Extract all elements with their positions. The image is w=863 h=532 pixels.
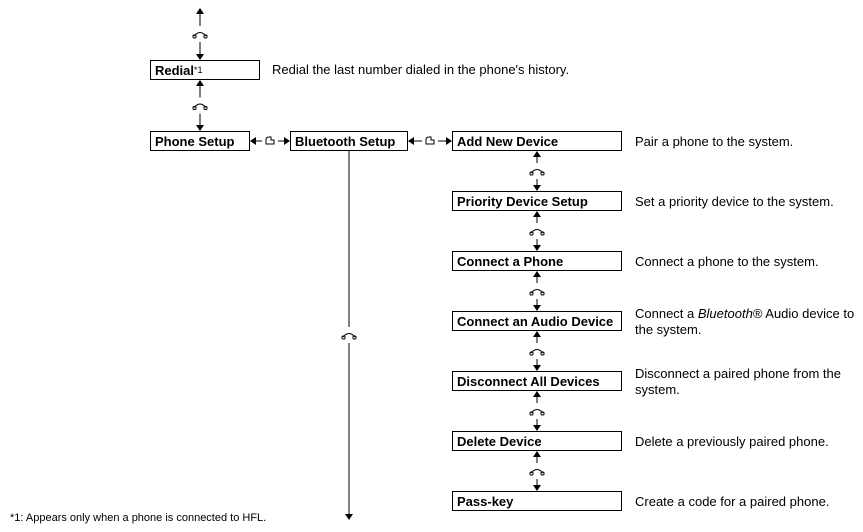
node-delete-label: Delete Device	[457, 434, 542, 449]
node-priority-label: Priority Device Setup	[457, 194, 588, 209]
node-bluetooth-setup-label: Bluetooth Setup	[295, 134, 395, 149]
node-connect-phone-label: Connect a Phone	[457, 254, 563, 269]
node-add-new-device: Add New Device	[452, 131, 622, 151]
node-passkey-label: Pass-key	[457, 494, 513, 509]
desc-add-new: Pair a phone to the system.	[635, 134, 793, 150]
footnote: *1: Appears only when a phone is connect…	[10, 512, 266, 524]
desc-priority: Set a priority device to the system.	[635, 194, 834, 210]
desc-redial: Redial the last number dialed in the pho…	[272, 62, 569, 78]
desc-delete: Delete a previously paired phone.	[635, 434, 829, 450]
node-redial-sup: *1	[194, 65, 203, 75]
node-redial: Redial*1	[150, 60, 260, 80]
node-disconnect-all: Disconnect All Devices	[452, 371, 622, 391]
node-connect-phone: Connect a Phone	[452, 251, 622, 271]
node-phone-setup-label: Phone Setup	[155, 134, 234, 149]
node-phone-setup: Phone Setup	[150, 131, 250, 151]
desc-disconnect: Disconnect a paired phone from the syste…	[635, 366, 855, 399]
node-bluetooth-setup: Bluetooth Setup	[290, 131, 408, 151]
node-priority-device-setup: Priority Device Setup	[452, 191, 622, 211]
desc-connect-audio: Connect a Bluetooth® Audio device to the…	[635, 306, 855, 339]
desc-passkey: Create a code for a paired phone.	[635, 494, 829, 510]
node-disconnect-label: Disconnect All Devices	[457, 374, 600, 389]
node-connect-audio-label: Connect an Audio Device	[457, 314, 613, 329]
node-redial-label: Redial	[155, 63, 194, 78]
node-delete-device: Delete Device	[452, 431, 622, 451]
node-add-new-device-label: Add New Device	[457, 134, 558, 149]
node-passkey: Pass-key	[452, 491, 622, 511]
node-connect-audio: Connect an Audio Device	[452, 311, 622, 331]
desc-connect-phone: Connect a phone to the system.	[635, 254, 819, 270]
